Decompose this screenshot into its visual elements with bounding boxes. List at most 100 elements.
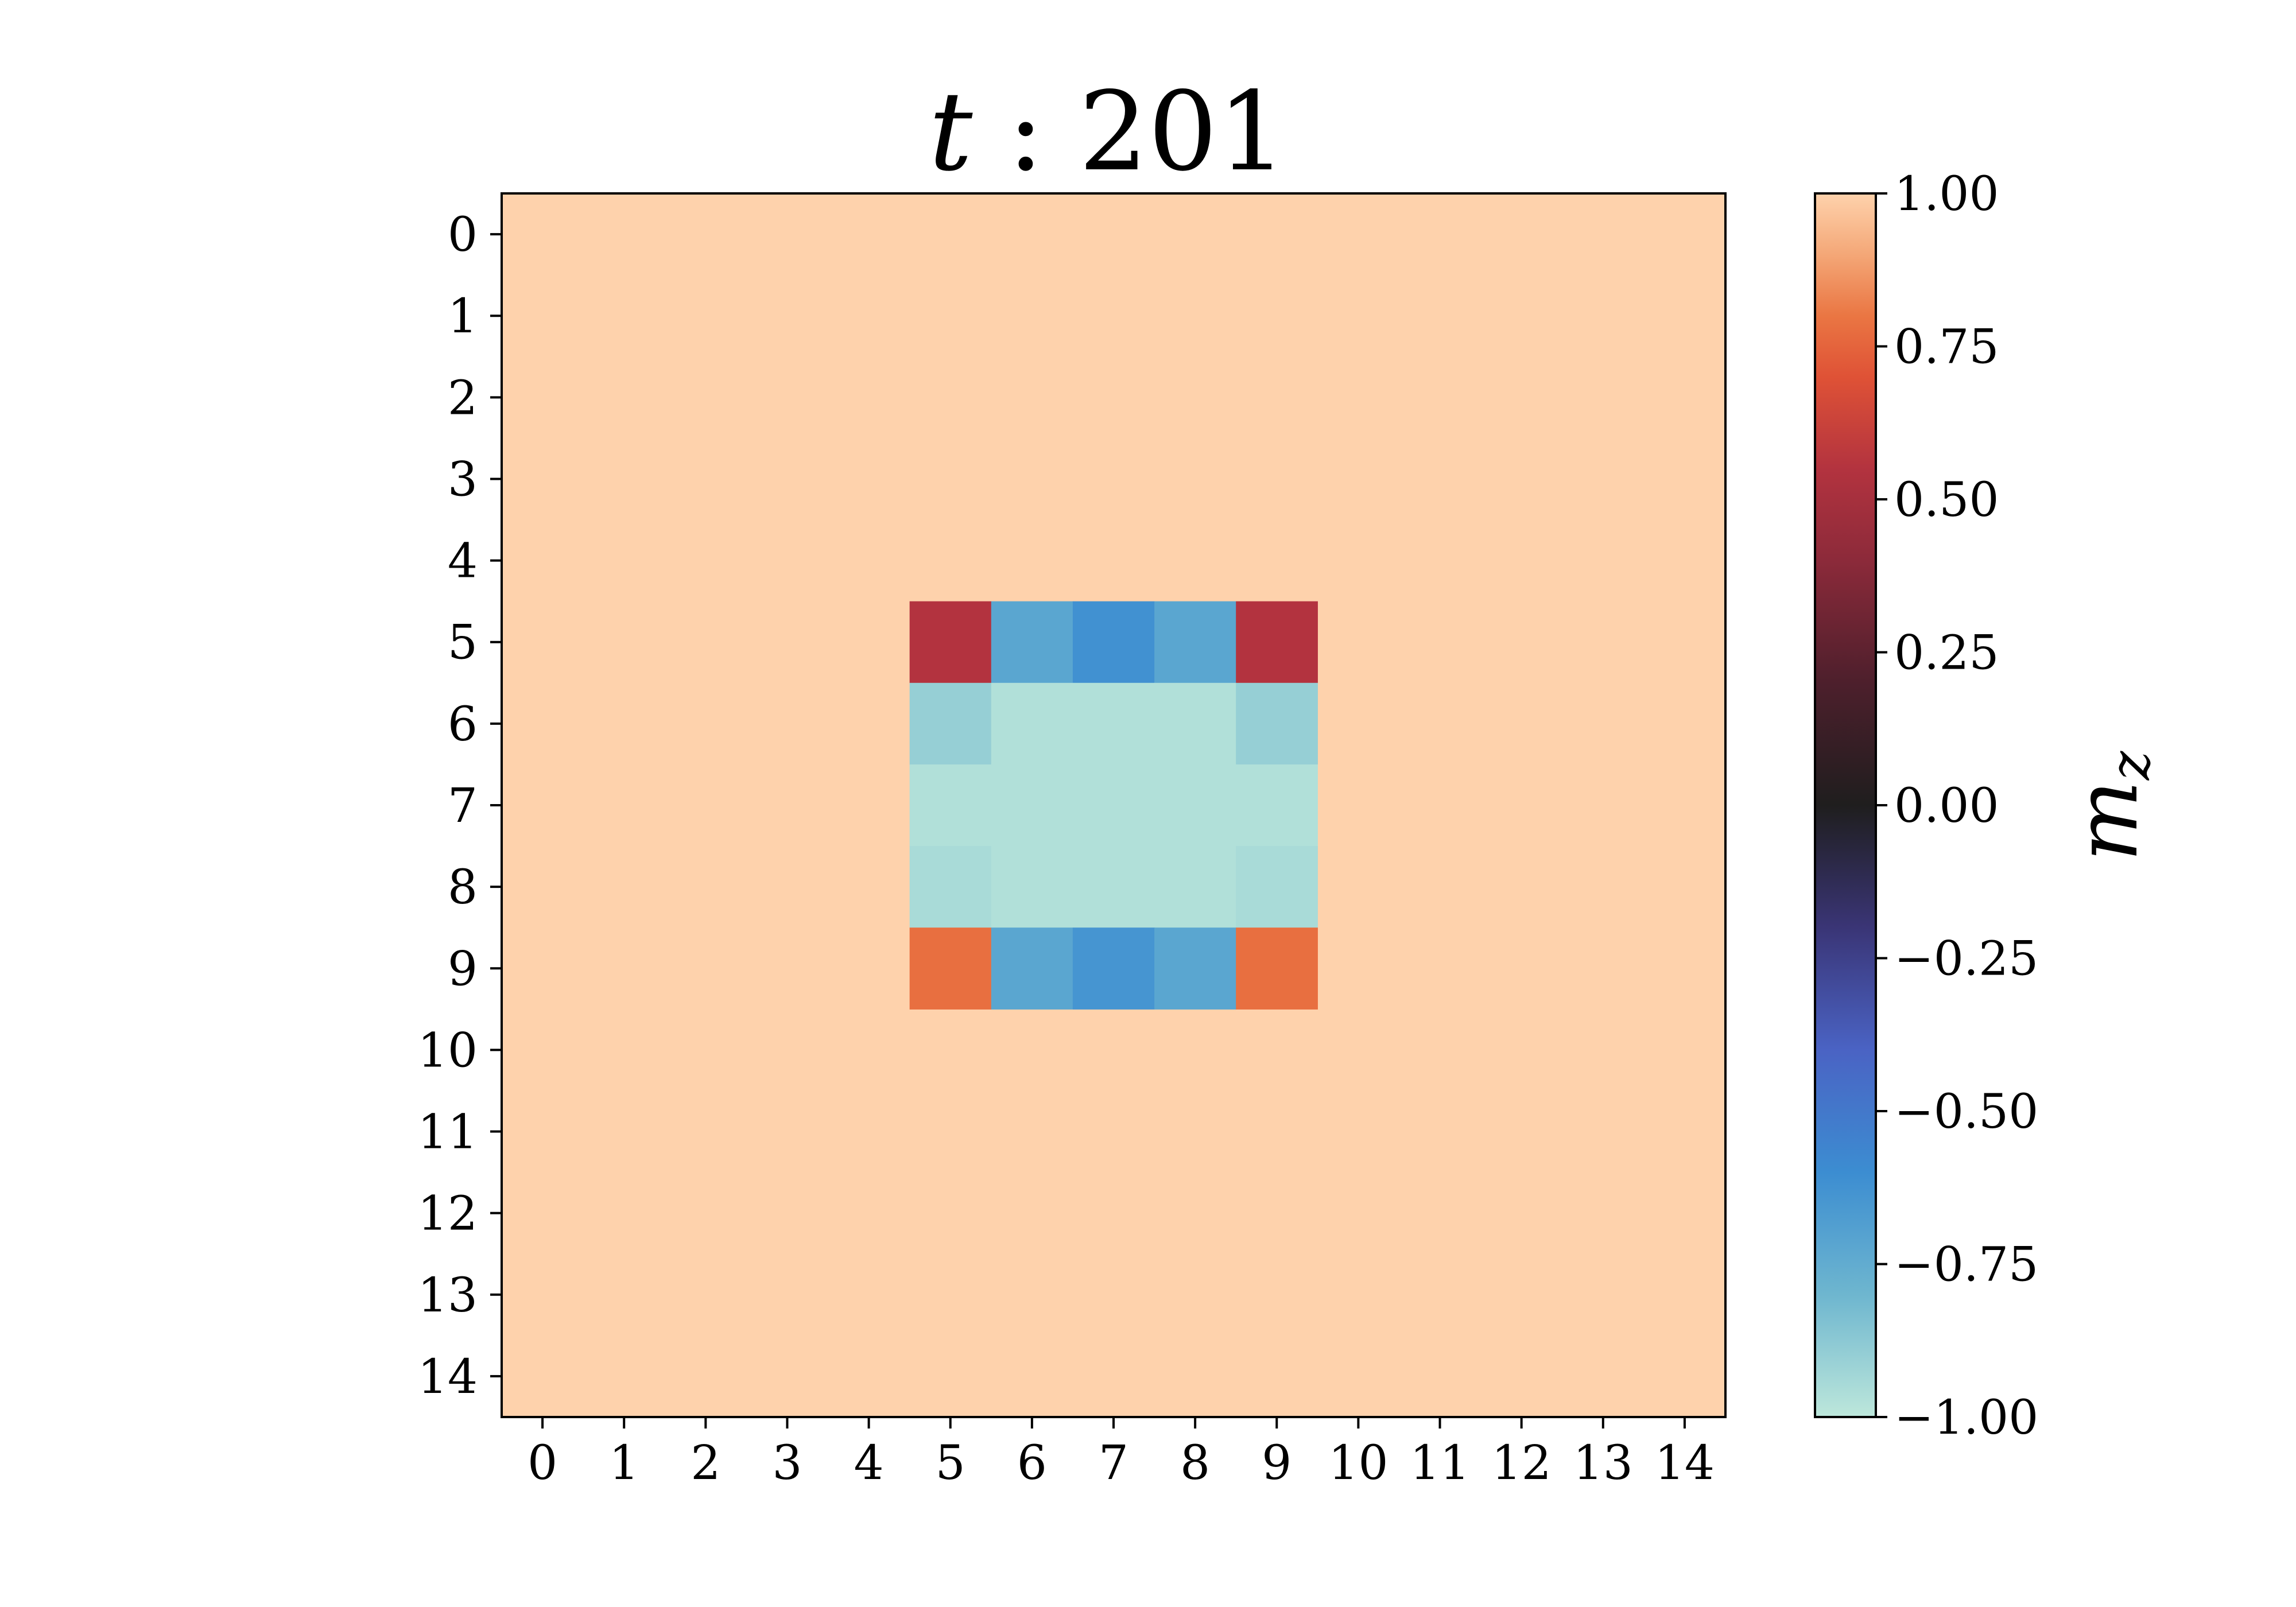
heatmap-cell [1480,1335,1563,1418]
heatmap-cell [746,1172,829,1255]
heatmap-cell [1317,601,1400,684]
x-tick-label: 13 [1573,1436,1633,1490]
heatmap-cell [1154,1335,1236,1418]
heatmap-cell [1072,764,1155,847]
heatmap-cell [583,519,665,602]
heatmap-cell [1399,927,1481,1010]
heatmap-cell [1643,1172,1726,1255]
heatmap-cell [1399,846,1481,928]
colorbar-tick-label: −1.00 [1894,1391,2038,1445]
heatmap-cell [1072,682,1155,765]
heatmap-cell [1236,519,1318,602]
heatmap-cell [1317,519,1400,602]
heatmap-cell [1154,682,1236,765]
heatmap-cell [1562,356,1645,438]
heatmap-cell [1562,927,1645,1010]
colorbar-tick-label: −0.25 [1894,932,2038,987]
heatmap-cell [665,682,747,765]
heatmap-cell [1643,1253,1726,1336]
x-tick-label: 12 [1491,1436,1551,1490]
colorbar-label-sub: z [2098,750,2162,781]
heatmap-cell [1399,1009,1481,1092]
heatmap-background-cells [502,193,1726,1418]
y-tick-label: 11 [418,1105,478,1160]
heatmap-cell [1562,1335,1645,1418]
y-tick-label: 6 [448,697,478,752]
heatmap-cell [1399,519,1481,602]
heatmap-cell [828,1335,910,1418]
heatmap-cell [746,1335,829,1418]
x-tick-label: 6 [1017,1436,1047,1490]
heatmap-cell [1154,356,1236,438]
heatmap-cell [1480,438,1563,521]
heatmap-cell [1399,1335,1481,1418]
heatmap-cell [1399,764,1481,847]
heatmap-cell [746,846,829,928]
heatmap-cell [1072,1253,1155,1336]
x-tick-label: 8 [1180,1436,1210,1490]
heatmap-cell [1643,193,1726,275]
colorbar-tick-label: −0.50 [1894,1085,2038,1139]
heatmap-cell [1643,601,1726,684]
y-tick-label: 12 [418,1187,478,1241]
heatmap-cell [583,1335,665,1418]
x-tick-label: 2 [691,1436,720,1490]
heatmap-cell [828,1009,910,1092]
heatmap-cell [746,275,829,357]
heatmap-cell [1154,927,1236,1010]
x-tick-label: 0 [528,1436,557,1490]
heatmap-cell [583,1253,665,1336]
heatmap-cell [665,1253,747,1336]
heatmap-cell [746,193,829,275]
heatmap-cell [1072,275,1155,357]
heatmap-cell [1562,764,1645,847]
heatmap-cell [1236,275,1318,357]
heatmap-cell [909,1335,992,1418]
heatmap-cell [665,1090,747,1173]
heatmap-cell [502,519,584,602]
heatmap-cell [502,438,584,521]
heatmap-cell [909,1090,992,1173]
heatmap-cell [828,275,910,357]
heatmap-cell [991,1172,1073,1255]
heatmap-cell [1072,1009,1155,1092]
heatmap-cell [746,519,829,602]
x-tick-label: 10 [1328,1436,1388,1490]
heatmap-cell [1643,356,1726,438]
heatmap-cell [1480,275,1563,357]
heatmap-cell [1236,1090,1318,1173]
heatmap-cell [746,764,829,847]
heatmap-cell [502,275,584,357]
heatmap-cell [1643,846,1726,928]
heatmap-cell [1317,1009,1400,1092]
heatmap-cell [991,438,1073,521]
heatmap-cell [1399,275,1481,357]
y-tick-label: 10 [418,1023,478,1078]
heatmap-cell [909,275,992,357]
heatmap-cell [828,764,910,847]
colorbar: 1.00 0.75 0.50 0.25 0.00 −0.25 −0.50 −0.75 −1.00… [1814,167,2162,1445]
y-tick-label: 0 [448,208,478,262]
heatmap-cell [583,764,665,847]
heatmap-cell [1399,1253,1481,1336]
heatmap-cell [1072,193,1155,275]
heatmap-cell [665,356,747,438]
heatmap-cell [1480,356,1563,438]
x-tick-label: 3 [772,1436,802,1490]
heatmap-cell [1154,519,1236,602]
heatmap-cell [746,1090,829,1173]
heatmap-cell [583,927,665,1010]
heatmap-cell [502,927,584,1010]
heatmap-cell [1317,764,1400,847]
heatmap-cell [1317,275,1400,357]
heatmap-cell [1154,846,1236,928]
heatmap-cell [1236,1253,1318,1336]
x-tick-label: 4 [854,1436,884,1490]
heatmap-cell [583,1090,665,1173]
x-tick-label: 14 [1655,1436,1715,1490]
heatmap-cell [502,1090,584,1173]
y-tick-label: 8 [448,860,478,915]
heatmap-cell [583,601,665,684]
heatmap-cell [1317,927,1400,1010]
